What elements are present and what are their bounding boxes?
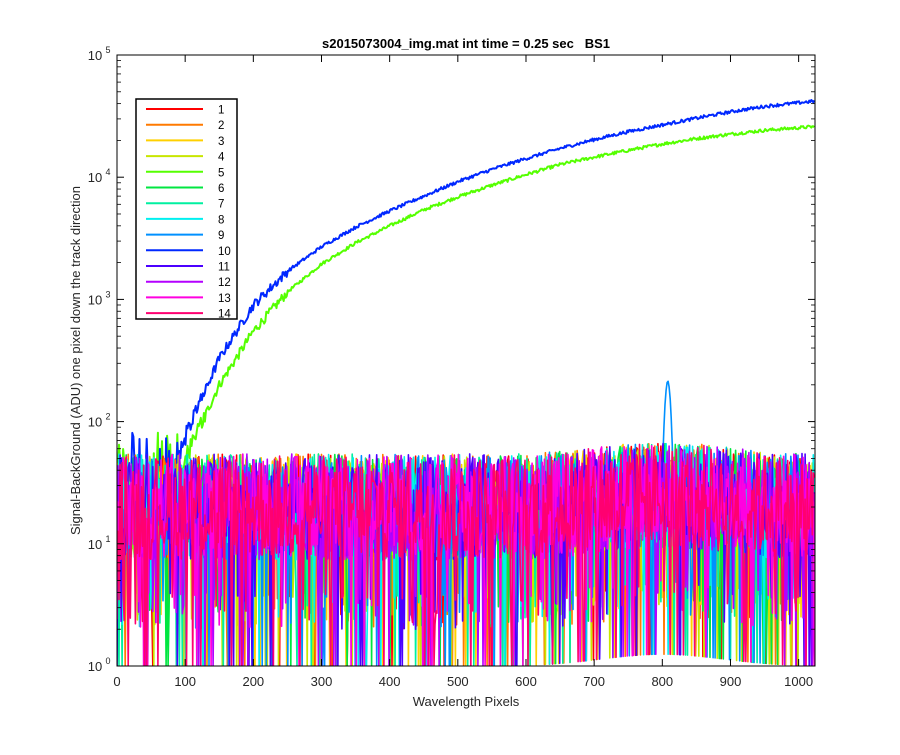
x-tick-label: 800: [651, 674, 673, 689]
legend-label-7: 7: [218, 199, 224, 211]
x-tick-label: 200: [242, 674, 264, 689]
x-tick-label: 700: [583, 674, 605, 689]
x-axis-label: Wavelength Pixels: [413, 694, 520, 709]
legend-label-5: 5: [218, 167, 224, 179]
y-tick-label: 10: [88, 170, 102, 185]
series-line-14: [117, 443, 815, 666]
legend-label-10: 10: [218, 246, 231, 258]
x-tick-label: 600: [515, 674, 537, 689]
legend-label-6: 6: [218, 183, 224, 195]
legend-label-12: 12: [218, 277, 231, 289]
legend-label-14: 14: [218, 309, 231, 321]
series-layer: [117, 99, 815, 666]
legend-label-11: 11: [218, 262, 230, 274]
legend-label-9: 9: [218, 230, 224, 242]
plot-area-border: [116, 54, 816, 667]
y-tick-label: 10: [88, 659, 102, 674]
chart-title: s2015073004_img.mat int time = 0.25 sec …: [322, 36, 610, 51]
y-tick-label: 10: [88, 415, 102, 430]
legend-label-4: 4: [218, 152, 225, 164]
y-tick-label: 10: [88, 292, 102, 307]
legend-label-1: 1: [218, 105, 224, 117]
x-tick-label: 400: [379, 674, 401, 689]
x-axis: 0 100 200 300 400 500 600 700 800 900 1000: [113, 55, 813, 689]
series-line-5: [117, 124, 815, 570]
y-tick-label-exponent: 4: [105, 167, 110, 177]
y-tick-label-exponent: 5: [105, 45, 110, 55]
x-tick-label: 900: [720, 674, 742, 689]
y-axis-label: Signal-BackGround (ADU) one pixel down t…: [68, 186, 83, 535]
x-tick-label: 300: [311, 674, 333, 689]
legend-label-8: 8: [218, 214, 224, 226]
y-tick-label-exponent: 2: [105, 412, 110, 422]
y-tick-label: 10: [88, 537, 102, 552]
series-line-10: [117, 99, 815, 561]
legend-label-2: 2: [218, 120, 224, 132]
legend-label-3: 3: [218, 136, 224, 148]
y-tick-label-exponent: 1: [105, 534, 110, 544]
legend-label-13: 13: [218, 293, 231, 305]
y-tick-label-exponent: 0: [105, 656, 110, 666]
y-tick-label-exponent: 3: [105, 289, 110, 299]
x-tick-label: 500: [447, 674, 469, 689]
y-tick-label: 10: [88, 48, 102, 63]
x-tick-label: 1000: [784, 674, 813, 689]
x-tick-label: 0: [113, 674, 120, 689]
x-tick-label: 100: [174, 674, 196, 689]
